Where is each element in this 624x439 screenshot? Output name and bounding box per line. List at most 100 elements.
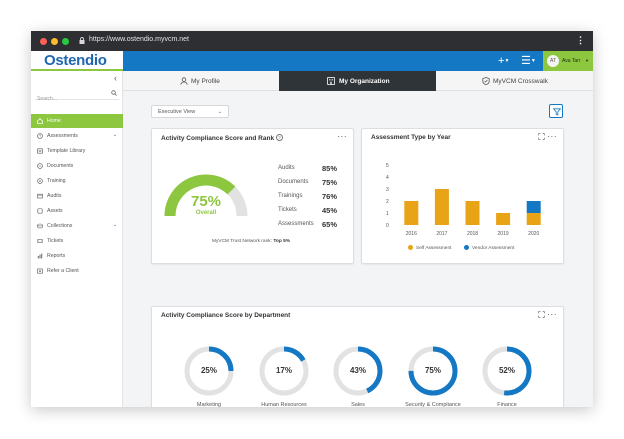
donut-security-compliance (408, 346, 458, 396)
document-icon (37, 163, 43, 169)
score-value-documents: 75% (322, 178, 338, 187)
chevron-down-icon: ▼ (585, 58, 589, 63)
maximize-dot-icon[interactable] (62, 38, 69, 45)
view-select-value: Executive View (158, 109, 196, 115)
card-menu-icon[interactable]: ··· (547, 131, 557, 141)
y-tick-label: 2 (386, 199, 389, 205)
bar-self-assessment-2019[interactable] (496, 213, 511, 225)
donut-percent-marketing: 25% (200, 366, 217, 375)
sidebar-item-assets[interactable]: Assets (31, 204, 123, 218)
donut-arc-finance (482, 346, 532, 396)
x-tick-label: 2016 (406, 231, 417, 237)
bar-self-assessment-2018[interactable] (465, 201, 480, 225)
info-icon[interactable]: ? (276, 134, 284, 141)
sidebar-item-label: Collections (47, 223, 73, 229)
tab-bar: My Profile My Organization MyVCM Crosswa… (123, 71, 593, 91)
sidebar-item-refer-a-client[interactable]: Refer a Client (31, 264, 123, 278)
assessment-bar-chart: 5 4 3 2 1 0 2016 2017 2018 2019 2020 (386, 163, 541, 237)
sidebar-item-collections[interactable]: Collections ⌄ (31, 219, 123, 233)
donut-arc-human-resources (259, 346, 309, 396)
sidebar-item-reports[interactable]: Reports (31, 249, 123, 263)
plus-icon[interactable]: +▼ (498, 55, 510, 67)
asset-icon (37, 208, 43, 214)
donut-label-human-resources: Human Resources (261, 402, 307, 407)
view-select[interactable]: Executive View ⌄ (151, 105, 229, 118)
sidebar: ‹ Home Assessments ⌄ Template Library Do… (31, 71, 123, 407)
browser-menu-icon[interactable]: ⋮ (576, 35, 585, 45)
audit-icon (37, 193, 43, 199)
card-menu-icon[interactable]: ··· (337, 131, 347, 141)
score-value-audits: 85% (322, 164, 338, 173)
hamburger-icon[interactable]: ☰▼ (521, 55, 536, 67)
x-tick-label: 2018 (467, 231, 478, 237)
y-tick-label: 1 (386, 211, 389, 217)
expand-icon[interactable] (538, 133, 545, 140)
filter-icon (553, 108, 561, 116)
score-value-assessments: 65% (322, 220, 338, 229)
collapse-sidebar-icon[interactable]: ‹ (114, 73, 117, 83)
bar-self-assessment-2016[interactable] (404, 201, 419, 225)
tab-label: MyVCM Crosswalk (493, 78, 548, 85)
donut-percent-human-resources: 17% (275, 366, 292, 375)
sidebar-item-label: Home (47, 118, 61, 124)
sidebar-item-label: Reports (47, 253, 66, 259)
tab-my-organization[interactable]: My Organization (279, 71, 436, 91)
sidebar-item-template-library[interactable]: Template Library (31, 144, 123, 158)
y-tick-label: 4 (386, 175, 389, 181)
app-header: Ostendio +▼ ☰▼ AT Ava Tarr ▼ (31, 51, 593, 71)
gauge-fill (164, 174, 236, 217)
avatar: AT (547, 55, 559, 67)
donut-label-security-compliance: Security & Compliance (405, 402, 461, 407)
bar-vendor-assessment-2020[interactable] (526, 201, 541, 213)
sidebar-item-home[interactable]: Home (31, 114, 123, 128)
overall-gauge (164, 174, 248, 217)
score-label-trainings: Trainings (278, 193, 303, 199)
score-label-assessments: Assessments (278, 221, 314, 227)
overall-label: Overall (195, 210, 217, 216)
donut-marketing (184, 346, 234, 396)
sidebar-item-documents[interactable]: Documents (31, 159, 123, 173)
score-value-tickets: 45% (322, 206, 338, 215)
sidebar-item-label: Assets (47, 208, 63, 214)
clock-icon (37, 133, 43, 139)
expand-icon[interactable] (538, 311, 545, 318)
home-icon (37, 118, 43, 124)
sidebar-item-assessments[interactable]: Assessments ⌄ (31, 129, 123, 143)
search-input[interactable] (35, 93, 105, 105)
tab-label: My Profile (191, 78, 220, 85)
donut-percent-finance: 52% (498, 366, 515, 375)
tab-my-profile[interactable]: My Profile (123, 71, 279, 91)
close-dot-icon[interactable] (40, 38, 47, 45)
logo-area[interactable]: Ostendio (31, 51, 123, 71)
app-window: https://www.ostendio.myvcm.net ⋮ Ostendi… (31, 31, 593, 407)
donut-label-finance: Finance (497, 402, 517, 407)
donut-label-marketing: Marketing (196, 402, 222, 407)
sidebar-item-tickets[interactable]: Tickets (31, 234, 123, 248)
search-icon[interactable] (111, 90, 117, 96)
bar-self-assessment-2020[interactable] (526, 213, 541, 225)
tab-myvcm-crosswalk[interactable]: MyVCM Crosswalk (436, 71, 593, 91)
card-menu-icon[interactable]: ··· (547, 309, 557, 319)
shield-icon (482, 77, 490, 85)
score-label-tickets: Tickets (278, 207, 297, 213)
collection-icon (37, 223, 43, 229)
ticket-icon (37, 239, 43, 243)
chevron-down-icon: ⌄ (112, 132, 117, 138)
overall-percent: 75% (190, 193, 222, 210)
training-icon (37, 178, 43, 184)
minimize-dot-icon[interactable] (51, 38, 58, 45)
donut-percent-security-compliance: 75% (424, 366, 441, 375)
user-menu[interactable]: AT Ava Tarr ▼ (543, 51, 593, 71)
sidebar-item-audits[interactable]: Audits (31, 189, 123, 203)
x-tick-label: 2020 (528, 231, 539, 237)
browser-bar: https://www.ostendio.myvcm.net ⋮ (31, 31, 593, 51)
bar-self-assessment-2017[interactable] (434, 189, 449, 225)
sidebar-item-label: Tickets (47, 238, 64, 244)
address-bar[interactable]: https://www.ostendio.myvcm.net (89, 36, 189, 43)
tab-label: My Organization (339, 78, 390, 85)
sidebar-item-training[interactable]: Training (31, 174, 123, 188)
department-score-card: Activity Compliance Score by Department … (151, 306, 564, 407)
report-icon (37, 253, 43, 259)
filter-button[interactable] (549, 104, 563, 118)
sidebar-item-label: Documents (47, 163, 74, 169)
